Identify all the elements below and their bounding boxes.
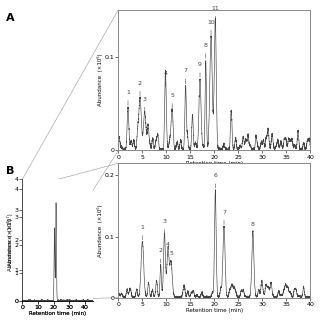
Y-axis label: Abundance  (×10⁷): Abundance (×10⁷) [7,214,13,266]
Text: 11: 11 [212,6,219,21]
X-axis label: Retention time (min): Retention time (min) [186,308,243,313]
Text: 4: 4 [164,71,167,87]
Text: 1: 1 [126,90,130,105]
X-axis label: Retention time (min): Retention time (min) [29,311,86,316]
Text: 7: 7 [184,68,188,84]
Text: 5: 5 [170,93,174,108]
Text: 7: 7 [222,210,226,225]
Text: 2: 2 [159,248,163,263]
X-axis label: Retention time (min): Retention time (min) [29,311,86,316]
Y-axis label: Abundance  (×10⁶): Abundance (×10⁶) [97,54,103,106]
Text: 8: 8 [251,222,255,237]
Text: 4: 4 [166,242,170,257]
Text: A: A [6,13,15,23]
Y-axis label: Abundance  (×10⁷): Abundance (×10⁷) [7,219,13,271]
X-axis label: Retention time (min): Retention time (min) [186,161,243,166]
Text: 6: 6 [46,201,53,212]
Text: 9: 9 [198,62,202,77]
Text: 3: 3 [143,97,147,112]
Text: 8: 8 [204,43,208,59]
Text: 10: 10 [207,20,215,35]
Y-axis label: Abundance  (×10⁶): Abundance (×10⁶) [97,204,103,257]
Text: B: B [6,166,15,176]
Text: 2: 2 [138,81,142,96]
Text: 6: 6 [213,173,217,188]
Text: 1: 1 [140,225,144,240]
Text: 5: 5 [169,251,173,266]
Text: 3: 3 [163,219,166,234]
